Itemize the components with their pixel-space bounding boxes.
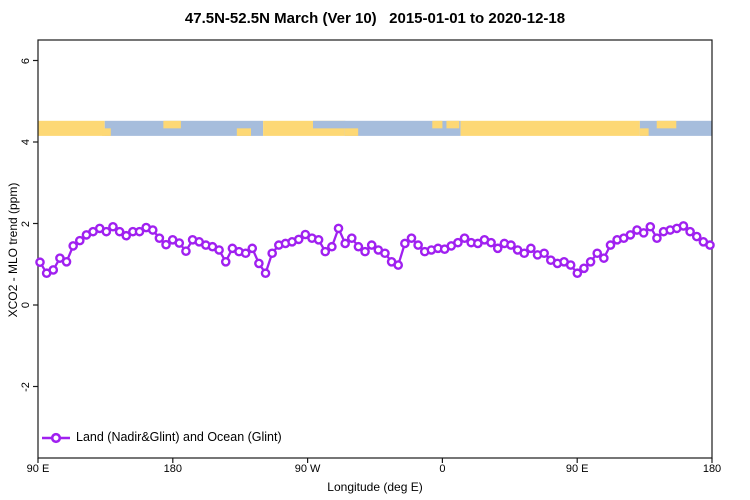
series-marker bbox=[48, 265, 59, 275]
series-marker bbox=[691, 231, 702, 242]
surface-band-speck-ocean bbox=[312, 120, 346, 129]
series-marker bbox=[400, 238, 410, 249]
y-tick-label: 6 bbox=[20, 57, 32, 64]
series-marker bbox=[539, 248, 549, 259]
series-marker bbox=[114, 226, 125, 237]
surface-band-land bbox=[460, 120, 640, 136]
series-marker bbox=[353, 241, 364, 252]
y-tick-label: -2 bbox=[20, 381, 32, 392]
surface-band-ocean bbox=[344, 120, 461, 136]
series-marker bbox=[68, 241, 78, 251]
series-marker bbox=[108, 221, 118, 232]
series-marker bbox=[320, 246, 331, 257]
series-marker bbox=[453, 237, 463, 248]
series-marker bbox=[605, 240, 616, 250]
series-marker bbox=[705, 240, 715, 250]
series-marker bbox=[161, 239, 171, 250]
series-marker bbox=[565, 260, 576, 270]
series-marker bbox=[519, 248, 530, 259]
series-marker bbox=[346, 233, 357, 243]
series-marker bbox=[220, 257, 231, 267]
series-marker bbox=[61, 257, 72, 267]
series-marker bbox=[406, 233, 417, 243]
series-marker bbox=[267, 248, 277, 259]
series-marker bbox=[572, 268, 583, 279]
series-marker bbox=[327, 241, 337, 252]
x-tick-label: 90 E bbox=[26, 463, 50, 475]
surface-band-speck-land bbox=[432, 120, 443, 129]
x-tick-label: 180 bbox=[702, 463, 722, 475]
surface-band-land bbox=[38, 120, 105, 136]
surface-band-speck-land bbox=[639, 128, 649, 136]
surface-band-speck-land bbox=[344, 128, 359, 136]
series-marker bbox=[645, 221, 656, 232]
surface-band-ocean bbox=[104, 120, 264, 136]
x-tick-label: 90 E bbox=[565, 463, 589, 475]
series-marker bbox=[492, 243, 503, 254]
surface-band-speck-land bbox=[236, 128, 251, 136]
series-marker bbox=[254, 258, 264, 269]
surface-band-speck-land bbox=[656, 120, 677, 129]
y-tick-label: 4 bbox=[20, 138, 32, 146]
series-marker bbox=[625, 230, 636, 240]
y-axis-title: XCO2 - MLO trend (ppm) bbox=[6, 182, 20, 318]
x-tick-label: 90 W bbox=[294, 463, 321, 475]
series-marker bbox=[75, 235, 85, 246]
series-marker bbox=[247, 243, 258, 254]
series-marker bbox=[181, 246, 191, 257]
series-marker bbox=[147, 225, 158, 235]
surface-band-speck-land bbox=[102, 128, 111, 136]
series-marker bbox=[579, 263, 589, 274]
series-marker bbox=[293, 234, 304, 245]
y-tick-label: 0 bbox=[20, 301, 32, 309]
series-marker bbox=[592, 248, 603, 259]
series-marker bbox=[380, 248, 390, 259]
series-marker bbox=[599, 253, 609, 263]
series-marker bbox=[154, 233, 165, 243]
series-marker bbox=[313, 234, 324, 245]
series-marker bbox=[340, 238, 350, 249]
series-marker bbox=[459, 233, 470, 243]
series-marker bbox=[101, 226, 112, 237]
chart-title: 47.5N-52.5N March (Ver 10) 2015-01-01 to… bbox=[184, 10, 566, 27]
series-marker bbox=[506, 240, 516, 250]
series-marker bbox=[638, 228, 649, 238]
series-marker bbox=[121, 230, 132, 241]
x-axis-title: Longitude (deg E) bbox=[327, 480, 423, 494]
series-marker bbox=[333, 223, 344, 234]
series-marker bbox=[214, 245, 224, 255]
series-marker bbox=[260, 268, 271, 279]
series-marker bbox=[393, 260, 404, 270]
series-marker bbox=[585, 257, 596, 267]
series-marker bbox=[360, 246, 370, 257]
series-marker bbox=[685, 226, 695, 237]
series-marker bbox=[35, 257, 45, 268]
x-tick-label: 0 bbox=[439, 463, 446, 475]
x-tick-label: 180 bbox=[163, 463, 182, 475]
series-marker bbox=[413, 240, 423, 250]
legend-marker-sample bbox=[50, 432, 62, 444]
series-marker bbox=[366, 240, 377, 250]
series-marker bbox=[240, 248, 251, 259]
series-marker bbox=[526, 243, 536, 254]
surface-band-speck-land bbox=[163, 120, 181, 129]
series-marker bbox=[174, 238, 185, 248]
series-marker bbox=[678, 221, 689, 231]
series-marker bbox=[134, 226, 145, 237]
y-tick-label: 2 bbox=[20, 220, 32, 227]
legend-label: Land (Nadir&Glint) and Ocean (Glint) bbox=[76, 430, 282, 444]
series-marker bbox=[486, 237, 496, 248]
series-marker bbox=[652, 233, 662, 243]
surface-band-speck-land bbox=[446, 120, 460, 129]
